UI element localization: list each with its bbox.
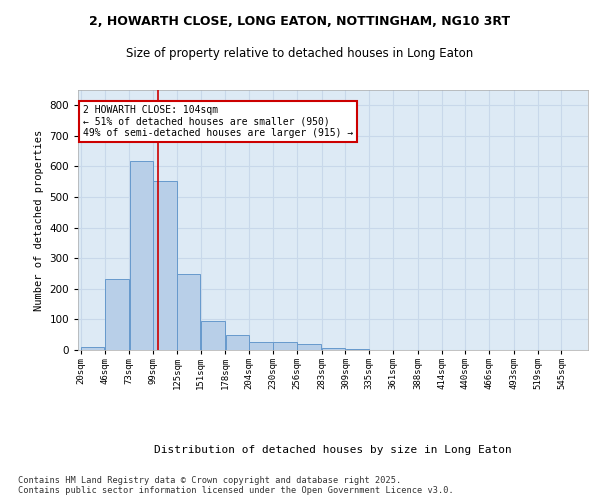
Text: Size of property relative to detached houses in Long Eaton: Size of property relative to detached ho… <box>127 48 473 60</box>
Bar <box>81 347 104 350</box>
Bar <box>322 348 345 350</box>
Bar <box>250 342 273 350</box>
X-axis label: Distribution of detached houses by size in Long Eaton: Distribution of detached houses by size … <box>154 445 512 455</box>
Bar <box>154 181 176 350</box>
Text: Contains HM Land Registry data © Crown copyright and database right 2025.
Contai: Contains HM Land Registry data © Crown c… <box>18 476 454 495</box>
Text: 2 HOWARTH CLOSE: 104sqm
← 51% of detached houses are smaller (950)
49% of semi-d: 2 HOWARTH CLOSE: 104sqm ← 51% of detache… <box>83 106 353 138</box>
Bar <box>226 334 249 350</box>
Bar <box>177 274 200 350</box>
Bar <box>297 344 322 350</box>
Text: 2, HOWARTH CLOSE, LONG EATON, NOTTINGHAM, NG10 3RT: 2, HOWARTH CLOSE, LONG EATON, NOTTINGHAM… <box>89 15 511 28</box>
Bar <box>201 321 225 350</box>
Bar <box>105 279 129 350</box>
Bar <box>130 162 153 350</box>
Bar <box>273 342 296 350</box>
Y-axis label: Number of detached properties: Number of detached properties <box>34 130 44 310</box>
